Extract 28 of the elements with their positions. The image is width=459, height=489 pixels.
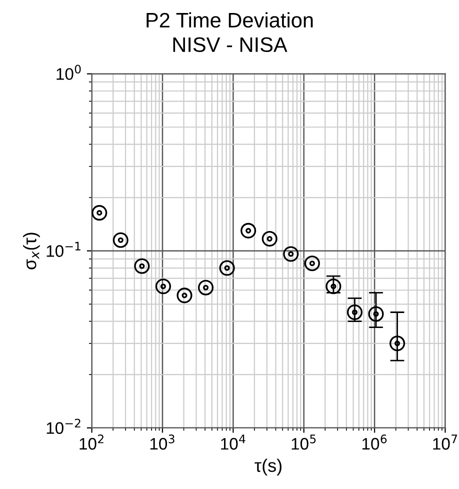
point xyxy=(326,278,342,294)
x-tick-label: 10$^{2}$ xyxy=(80,434,104,450)
chart-subtitle: NISV - NISA xyxy=(173,37,288,52)
point xyxy=(390,336,406,352)
chart-title: P2 Time Deviation xyxy=(146,12,313,28)
point xyxy=(219,260,235,276)
point xyxy=(155,278,171,294)
y-axis-title: σ$_{x}$(τ) xyxy=(23,232,40,270)
point xyxy=(112,232,128,248)
x-tick-label: 10$^{7}$ xyxy=(433,434,458,450)
y-tick-label: 10$^{−1}$ xyxy=(46,242,80,257)
point xyxy=(368,306,384,322)
y-tick-label: 10$^{−2}$ xyxy=(46,418,80,434)
point xyxy=(262,231,278,247)
point xyxy=(346,304,362,320)
point xyxy=(304,256,320,272)
y-tick-label: 10$^{0}$ xyxy=(56,64,81,80)
x-tick-label: 10$^{6}$ xyxy=(362,434,387,450)
x-axis-title: τ(s) xyxy=(254,458,282,476)
x-tick-label: 10$^{4}$ xyxy=(221,434,246,450)
point xyxy=(240,222,256,238)
point xyxy=(198,280,214,296)
point xyxy=(283,246,299,262)
point xyxy=(134,258,150,274)
x-tick-label: 10$^{5}$ xyxy=(292,434,316,450)
x-tick-label: 10$^{3}$ xyxy=(150,434,174,450)
point xyxy=(92,205,108,221)
point xyxy=(176,288,192,304)
